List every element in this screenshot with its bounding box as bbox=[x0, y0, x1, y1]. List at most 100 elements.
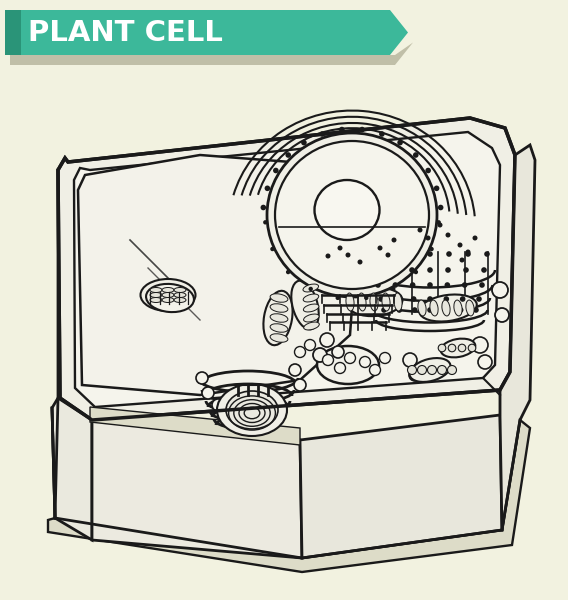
Circle shape bbox=[462, 282, 467, 288]
Circle shape bbox=[446, 251, 452, 257]
Ellipse shape bbox=[394, 293, 402, 311]
Circle shape bbox=[473, 307, 479, 313]
Circle shape bbox=[427, 296, 433, 302]
Circle shape bbox=[460, 296, 465, 302]
Circle shape bbox=[396, 307, 402, 313]
Circle shape bbox=[373, 267, 379, 273]
Ellipse shape bbox=[304, 322, 319, 330]
Circle shape bbox=[411, 296, 416, 302]
Circle shape bbox=[425, 235, 431, 241]
Ellipse shape bbox=[226, 391, 278, 429]
Circle shape bbox=[294, 346, 306, 358]
Circle shape bbox=[481, 267, 487, 273]
Circle shape bbox=[484, 251, 490, 257]
Circle shape bbox=[345, 253, 350, 257]
Polygon shape bbox=[58, 118, 515, 420]
Ellipse shape bbox=[270, 294, 288, 302]
Circle shape bbox=[378, 245, 382, 251]
Circle shape bbox=[448, 365, 457, 374]
Ellipse shape bbox=[430, 300, 438, 316]
Circle shape bbox=[323, 355, 333, 365]
Polygon shape bbox=[78, 155, 360, 395]
Circle shape bbox=[391, 238, 396, 242]
Text: PLANT CELL: PLANT CELL bbox=[28, 19, 223, 47]
Ellipse shape bbox=[270, 304, 288, 312]
Circle shape bbox=[370, 364, 381, 376]
Circle shape bbox=[427, 251, 433, 257]
Circle shape bbox=[429, 247, 434, 251]
Ellipse shape bbox=[174, 292, 186, 298]
Ellipse shape bbox=[303, 304, 319, 312]
Circle shape bbox=[379, 131, 385, 137]
Circle shape bbox=[391, 287, 395, 291]
Circle shape bbox=[397, 140, 403, 145]
Circle shape bbox=[378, 296, 384, 302]
Ellipse shape bbox=[162, 292, 174, 298]
Circle shape bbox=[379, 352, 391, 364]
Circle shape bbox=[357, 259, 362, 265]
Circle shape bbox=[465, 251, 471, 257]
Circle shape bbox=[417, 227, 423, 232]
Ellipse shape bbox=[346, 293, 354, 311]
Circle shape bbox=[345, 352, 356, 364]
Ellipse shape bbox=[146, 284, 194, 312]
Circle shape bbox=[437, 365, 446, 374]
Circle shape bbox=[409, 267, 415, 273]
Polygon shape bbox=[5, 10, 408, 55]
Circle shape bbox=[263, 220, 268, 224]
Ellipse shape bbox=[162, 287, 174, 292]
Circle shape bbox=[325, 253, 331, 259]
Polygon shape bbox=[300, 415, 502, 558]
Ellipse shape bbox=[454, 300, 462, 316]
Circle shape bbox=[286, 270, 290, 274]
Circle shape bbox=[478, 355, 492, 369]
Circle shape bbox=[414, 270, 418, 274]
Circle shape bbox=[360, 127, 365, 133]
Ellipse shape bbox=[466, 300, 474, 316]
Circle shape bbox=[472, 337, 488, 353]
Circle shape bbox=[434, 185, 440, 191]
Ellipse shape bbox=[270, 334, 288, 342]
Circle shape bbox=[332, 346, 344, 358]
Circle shape bbox=[370, 251, 376, 257]
Circle shape bbox=[304, 340, 315, 350]
Ellipse shape bbox=[441, 338, 475, 358]
Ellipse shape bbox=[174, 298, 186, 302]
Circle shape bbox=[427, 282, 433, 288]
Circle shape bbox=[457, 242, 462, 247]
Polygon shape bbox=[92, 420, 302, 558]
Circle shape bbox=[270, 247, 275, 251]
Circle shape bbox=[391, 267, 397, 273]
Circle shape bbox=[407, 365, 416, 374]
Ellipse shape bbox=[291, 281, 319, 329]
Circle shape bbox=[444, 296, 449, 302]
Circle shape bbox=[479, 282, 485, 288]
Ellipse shape bbox=[275, 141, 429, 289]
Ellipse shape bbox=[217, 384, 287, 436]
Ellipse shape bbox=[150, 292, 162, 298]
Circle shape bbox=[392, 282, 398, 288]
Ellipse shape bbox=[348, 288, 402, 316]
Ellipse shape bbox=[174, 287, 186, 292]
Circle shape bbox=[265, 185, 270, 191]
Circle shape bbox=[445, 232, 450, 238]
Ellipse shape bbox=[442, 300, 450, 316]
Circle shape bbox=[448, 344, 456, 352]
Circle shape bbox=[364, 296, 369, 300]
Circle shape bbox=[286, 152, 291, 158]
Circle shape bbox=[403, 353, 417, 367]
Circle shape bbox=[386, 253, 391, 257]
Ellipse shape bbox=[303, 314, 319, 322]
Circle shape bbox=[410, 282, 415, 288]
Circle shape bbox=[360, 356, 370, 367]
Circle shape bbox=[425, 168, 431, 173]
Circle shape bbox=[375, 282, 381, 288]
Circle shape bbox=[468, 344, 476, 352]
Circle shape bbox=[473, 235, 478, 241]
Ellipse shape bbox=[264, 291, 293, 345]
Circle shape bbox=[301, 140, 307, 145]
Circle shape bbox=[319, 131, 325, 137]
Circle shape bbox=[427, 307, 433, 313]
Circle shape bbox=[438, 205, 444, 211]
Circle shape bbox=[428, 365, 436, 374]
